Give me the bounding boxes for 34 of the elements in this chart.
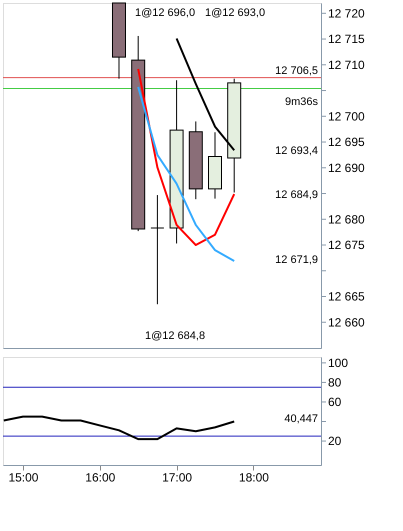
candlestick (188, 120, 203, 200)
annotation: 1@12 696,0 (134, 7, 196, 19)
x-tick-label: 15:00 (8, 470, 39, 484)
y-tick-label: 12 700 (328, 109, 366, 124)
annotation: 12 684,9 (275, 189, 318, 201)
y-tick-label: 12 665 (328, 290, 366, 304)
y-tick-label: 60 (328, 394, 342, 409)
y-tick-label: 12 680 (328, 212, 366, 226)
annotation: 12 693,4 (275, 145, 318, 157)
candlestick (150, 194, 164, 305)
y-tick-label: 12 660 (328, 315, 366, 330)
candlestick (170, 80, 184, 244)
line-series (3, 416, 236, 440)
x-tick-label: 16:00 (85, 470, 116, 484)
y-tick-label: 12 720 (328, 6, 366, 20)
y-tick-label: 12 715 (328, 32, 366, 46)
y-tick-label: 12 690 (328, 160, 366, 175)
x-tick-label: 17:00 (162, 470, 192, 484)
y-tick-label: 12 710 (328, 58, 366, 72)
annotation: 12 671,9 (275, 254, 318, 266)
x-tick-label: 18:00 (238, 470, 270, 484)
y-tick-label: 12 695 (328, 135, 366, 150)
annotation: 1@12 684,8 (144, 330, 206, 342)
y-tick-label: 100 (328, 356, 348, 370)
annotation: 12 706,5 (275, 65, 318, 77)
annotation: 9m36s (284, 96, 318, 108)
line-series (137, 68, 236, 246)
y-tick-label: 80 (328, 375, 342, 390)
annotation: 1@12 693,0 (204, 7, 266, 19)
candlestick (208, 132, 222, 200)
annotation: 40,447 (284, 413, 318, 425)
y-tick-label: 20 (328, 434, 342, 448)
y-tick-label: 12 675 (328, 238, 366, 252)
line-series (137, 86, 236, 262)
